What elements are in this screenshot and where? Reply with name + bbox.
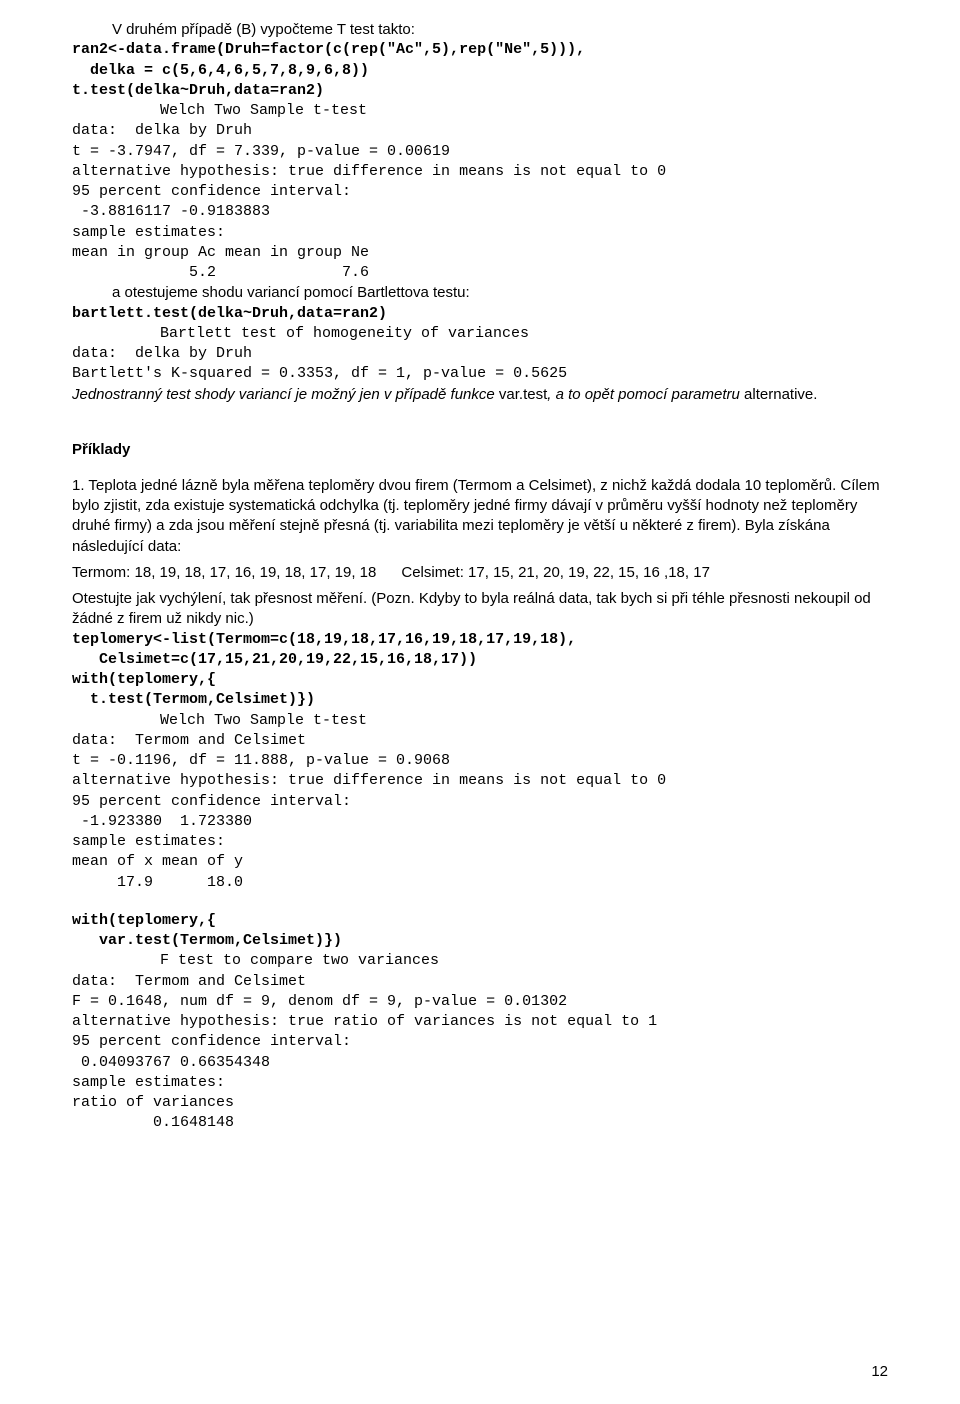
exercise-text: 1. Teplota jedné lázně byla měřena teplo…: [72, 476, 888, 557]
output-line: -1.923380 1.723380: [72, 812, 888, 832]
page-container: V druhém případě (B) vypočteme T test ta…: [0, 0, 960, 1404]
code-line: var.test(Termom,Celsimet)}): [72, 931, 888, 951]
note-part: Jednostranný test shody variancí je možn…: [72, 386, 499, 403]
code-line: t.test(Termom,Celsimet)}): [72, 690, 888, 710]
output-line: 5.2 7.6: [72, 263, 888, 283]
output-line: 95 percent confidence interval:: [72, 792, 888, 812]
output-line: 95 percent confidence interval:: [72, 182, 888, 202]
output-line: sample estimates:: [72, 223, 888, 243]
output-line: alternative hypothesis: true difference …: [72, 162, 888, 182]
output-line: sample estimates:: [72, 832, 888, 852]
note-part: .: [813, 386, 817, 403]
output-title: Welch Two Sample t-test: [160, 101, 888, 121]
note-part: , a to opět pomocí parametru: [547, 386, 744, 403]
output-title: Bartlett test of homogeneity of variance…: [160, 324, 888, 344]
code-line: Celsimet=c(17,15,21,20,19,22,15,16,18,17…: [72, 650, 888, 670]
code-line: bartlett.test(delka~Druh,data=ran2): [72, 304, 888, 324]
output-line: t = -3.7947, df = 7.339, p-value = 0.006…: [72, 142, 888, 162]
code-line: teplomery<-list(Termom=c(18,19,18,17,16,…: [72, 630, 888, 650]
note-func: var.test: [499, 386, 547, 403]
output-line: 95 percent confidence interval:: [72, 1032, 888, 1052]
code-line: t.test(delka~Druh,data=ran2): [72, 81, 888, 101]
code-line: with(teplomery,{: [72, 911, 888, 931]
code-line: delka = c(5,6,4,6,5,7,8,9,6,8)): [72, 61, 888, 81]
note-text: Jednostranný test shody variancí je možn…: [72, 385, 888, 405]
section-heading: Příklady: [72, 441, 888, 458]
output-line: F = 0.1648, num df = 9, denom df = 9, p-…: [72, 992, 888, 1012]
data-line: Termom: 18, 19, 18, 17, 16, 19, 18, 17, …: [72, 563, 888, 583]
output-line: mean of x mean of y: [72, 852, 888, 872]
output-line: 17.9 18.0: [72, 873, 888, 893]
output-line: data: delka by Druh: [72, 121, 888, 141]
output-line: Bartlett's K-squared = 0.3353, df = 1, p…: [72, 364, 888, 384]
intro-text-1: V druhém případě (B) vypočteme T test ta…: [112, 20, 888, 40]
output-title: F test to compare two variances: [160, 951, 888, 971]
output-line: sample estimates:: [72, 1073, 888, 1093]
output-title: Welch Two Sample t-test: [160, 711, 888, 731]
output-line: data: Termom and Celsimet: [72, 731, 888, 751]
code-line: with(teplomery,{: [72, 670, 888, 690]
intro-text-2: a otestujeme shodu variancí pomocí Bartl…: [112, 283, 888, 303]
page-number: 12: [871, 1363, 888, 1380]
output-line: 0.1648148: [72, 1113, 888, 1133]
output-line: data: delka by Druh: [72, 344, 888, 364]
output-line: 0.04093767 0.66354348: [72, 1053, 888, 1073]
output-line: data: Termom and Celsimet: [72, 972, 888, 992]
output-line: ratio of variances: [72, 1093, 888, 1113]
note-param: alternative: [744, 386, 813, 403]
code-line: ran2<-data.frame(Druh=factor(c(rep("Ac",…: [72, 40, 888, 60]
output-line: alternative hypothesis: true difference …: [72, 771, 888, 791]
output-line: mean in group Ac mean in group Ne: [72, 243, 888, 263]
output-line: alternative hypothesis: true ratio of va…: [72, 1012, 888, 1032]
exercise-text-b: Otestujte jak vychýlení, tak přesnost mě…: [72, 589, 888, 630]
output-line: -3.8816117 -0.9183883: [72, 202, 888, 222]
output-line: t = -0.1196, df = 11.888, p-value = 0.90…: [72, 751, 888, 771]
